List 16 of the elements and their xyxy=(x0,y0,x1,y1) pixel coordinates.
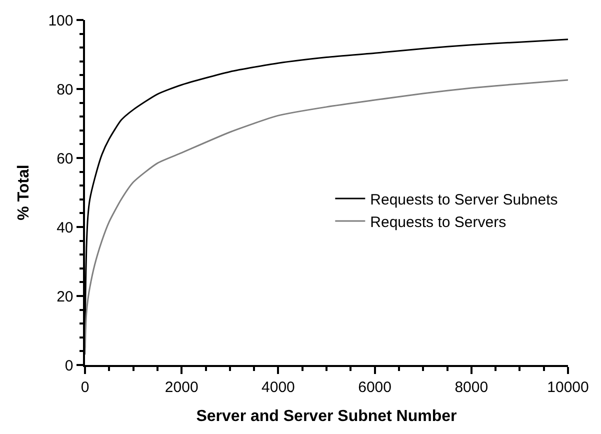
x-tick-label: 8000 xyxy=(454,378,488,396)
y-tick-label: 0 xyxy=(64,357,74,374)
y-tick-label: 80 xyxy=(56,81,74,98)
x-tick-label: 2000 xyxy=(164,378,198,396)
legend-label: Requests to Servers xyxy=(370,214,506,231)
x-tick-label: 6000 xyxy=(358,378,392,396)
x-axis-title: Server and Server Subnet Number xyxy=(196,408,457,425)
y-tick-label: 100 xyxy=(48,12,74,30)
y-tick-label: 60 xyxy=(56,150,74,168)
y-axis-title: % Total xyxy=(16,164,33,220)
y-tick-label: 40 xyxy=(56,219,74,236)
y-tick-label: 20 xyxy=(56,288,74,306)
x-tick-label: 4000 xyxy=(262,378,295,396)
legend-label: Requests to Server Subnets xyxy=(370,191,558,208)
x-tick-label: 0 xyxy=(80,378,90,396)
x-tick-label: 10000 xyxy=(547,378,589,396)
